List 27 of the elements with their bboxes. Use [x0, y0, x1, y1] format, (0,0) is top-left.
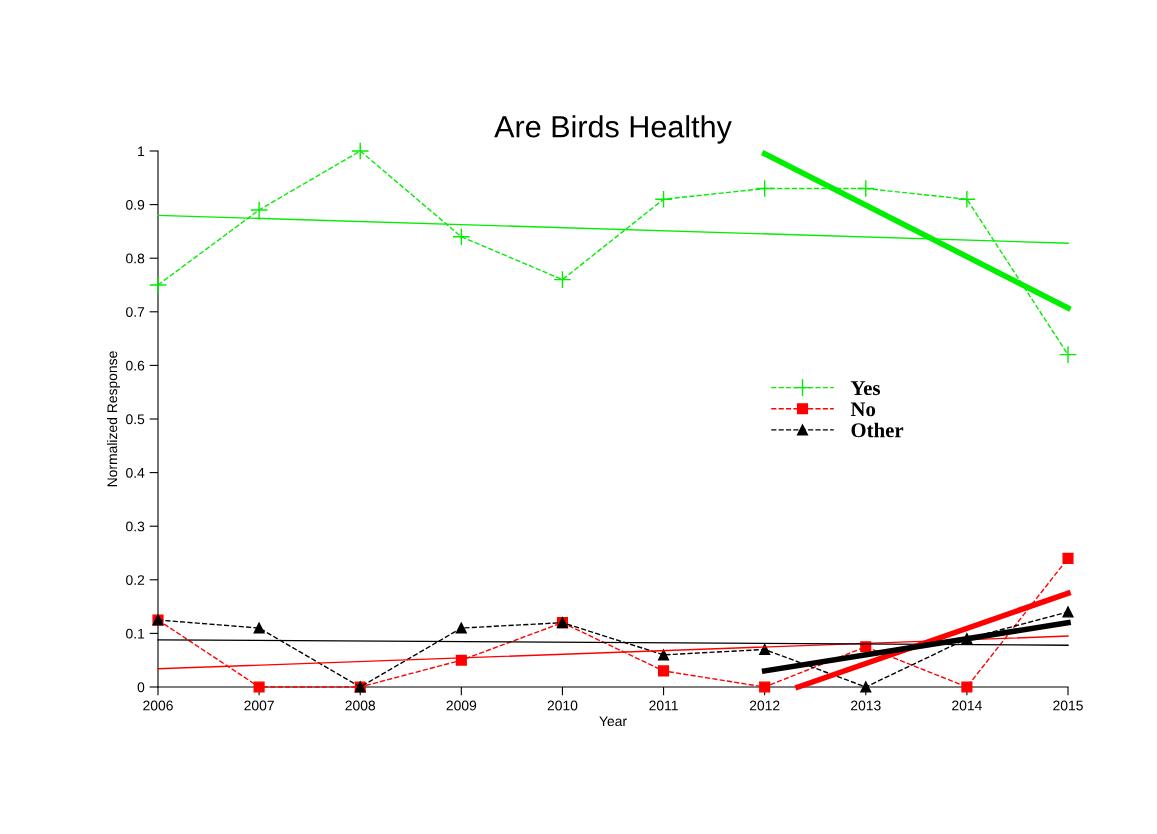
y-tick-label: 0.4: [126, 467, 145, 478]
legend-label: Yes: [850, 381, 880, 396]
y-tick-label: 0.3: [126, 521, 145, 532]
y-tick-label: 1: [138, 146, 145, 157]
legend-label: No: [850, 402, 876, 417]
chart-title: Are Birds Healthy: [494, 115, 732, 144]
x-tick-label: 2013: [851, 700, 881, 711]
x-tick-label: 2009: [446, 700, 477, 711]
x-tick-label: 2014: [952, 700, 982, 711]
x-tick-label: 2010: [547, 700, 578, 711]
y-tick-label: 0.7: [126, 307, 145, 317]
x-tick-label: 2012: [749, 700, 780, 711]
y-tick-label: 0.1: [126, 628, 145, 639]
x-tick-label: 2011: [649, 700, 678, 711]
y-tick-label: 0.5: [126, 414, 145, 425]
x-tick-label: 2015: [1053, 700, 1083, 711]
y-tick-label: 0.9: [126, 199, 145, 210]
legend-label: Other: [851, 422, 904, 438]
y-tick-label: 0: [137, 682, 145, 693]
x-axis-title: Year: [599, 716, 627, 727]
y-axis-title: Normalized Response: [107, 351, 120, 487]
x-tick-label: 2008: [345, 700, 376, 711]
y-tick-label: 0.8: [126, 253, 145, 264]
y-tick-label: 0.2: [126, 575, 145, 585]
x-tick-label: 2007: [244, 700, 274, 711]
x-tick-label: 2006: [143, 700, 173, 711]
y-tick-label: 0.6: [126, 360, 145, 371]
